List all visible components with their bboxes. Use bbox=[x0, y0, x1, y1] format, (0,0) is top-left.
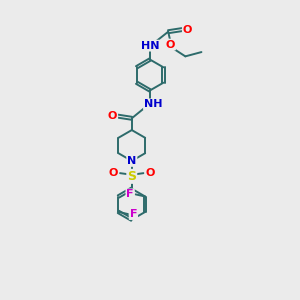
Text: F: F bbox=[130, 209, 137, 219]
Text: O: O bbox=[183, 25, 192, 34]
Text: O: O bbox=[109, 168, 118, 178]
Text: S: S bbox=[127, 170, 136, 183]
Text: HN: HN bbox=[141, 40, 159, 51]
Text: O: O bbox=[108, 111, 117, 121]
Text: O: O bbox=[166, 40, 175, 50]
Text: O: O bbox=[145, 168, 155, 178]
Text: N: N bbox=[127, 156, 136, 166]
Text: F: F bbox=[126, 189, 134, 200]
Text: NH: NH bbox=[144, 99, 163, 110]
